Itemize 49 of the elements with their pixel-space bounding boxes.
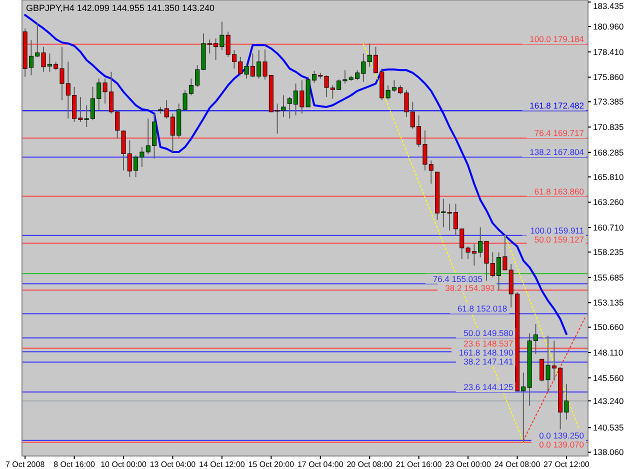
x-tick-label: 20 Oct 08:00 xyxy=(346,460,394,469)
y-tick-label: 153.135 xyxy=(593,298,624,308)
y-tick-label: 180.960 xyxy=(593,22,624,32)
y-tick-label: 163.260 xyxy=(593,197,624,208)
ref-line-label: 50.0 149.580 xyxy=(464,328,514,338)
x-tick-label: 8 Oct 16:00 xyxy=(54,460,96,469)
y-tick-label: 140.535 xyxy=(593,422,624,433)
y-tick-label: 160.710 xyxy=(593,222,624,233)
ref-line-label: 100.0 179.184 xyxy=(530,34,584,44)
ref-line-label: 76.4 155.035 xyxy=(432,274,483,284)
x-tick-label: 24 Oct 08:00 xyxy=(494,460,541,469)
x-tick-label: 15 Oct 20:00 xyxy=(248,460,295,469)
ref-line-label: 161.8 148.190 xyxy=(458,347,514,358)
x-tick-label: 21 Oct 16:00 xyxy=(396,460,442,469)
y-tick-label: 138.060 xyxy=(593,447,624,458)
y-tick-label: 170.835 xyxy=(593,122,624,132)
ref-line-label: 100.0 159.911 xyxy=(530,225,584,236)
ref-line-label: 38.2 147.141 xyxy=(464,356,514,366)
y-tick-label: 168.285 xyxy=(593,147,624,158)
ref-line-label: 23.6 144.125 xyxy=(464,382,514,392)
y-tick-label: 165.810 xyxy=(593,172,624,182)
ref-line-label: 50.0 159.127 xyxy=(534,234,584,244)
y-tick-label: 173.385 xyxy=(593,96,624,107)
x-tick-label: 13 Oct 04:00 xyxy=(150,460,196,469)
y-tick-label: 155.685 xyxy=(593,272,624,282)
x-tick-label: 7 Oct 2008 xyxy=(6,460,46,469)
x-tick-label: 14 Oct 12:00 xyxy=(199,460,246,469)
y-tick-label: 158.235 xyxy=(593,247,624,258)
ref-line-label: 76.4 169.717 xyxy=(534,128,584,138)
y-tick-label: 183.435 xyxy=(593,1,624,11)
y-tick-label: 178.410 xyxy=(593,46,624,57)
ref-line-label: 23.6 148.537 xyxy=(464,338,514,348)
ref-line-label: 0.0 139.070 xyxy=(539,439,584,450)
ref-line-label: 138.2 167.804 xyxy=(530,147,584,158)
y-tick-label: 150.660 xyxy=(593,322,624,332)
ref-line-label: 61.8 163.860 xyxy=(534,186,584,196)
ref-line-label: 0.0 139.250 xyxy=(539,430,584,440)
y-tick-label: 143.240 xyxy=(593,396,624,406)
x-tick-label: 10 Oct 00:00 xyxy=(100,460,147,469)
chart-title: GBPJPY,H4 142.099 144.955 141.350 143.240 xyxy=(26,3,214,13)
y-tick-label: 148.110 xyxy=(593,348,624,358)
ref-line-label: 161.8 172.482 xyxy=(530,100,584,111)
y-tick-label: 175.860 xyxy=(593,72,624,82)
y-tick-label: 145.560 xyxy=(593,372,624,383)
x-tick-label: 27 Oct 12:00 xyxy=(544,460,590,469)
x-tick-label: 17 Oct 04:00 xyxy=(297,460,344,469)
ref-line-label: 38.2 154.393 xyxy=(445,282,496,293)
ref-line-label: 61.8 152.018 xyxy=(457,304,508,314)
x-tick-label: 23 Oct 00:00 xyxy=(445,460,492,469)
